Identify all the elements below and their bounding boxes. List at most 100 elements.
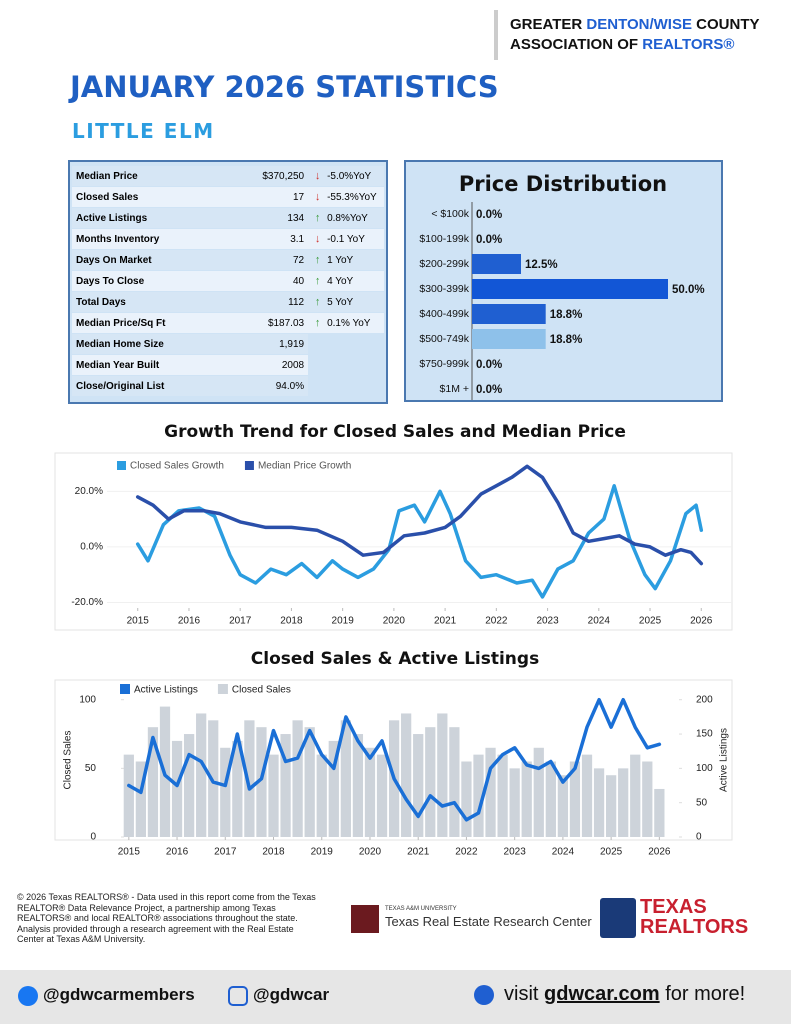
bar bbox=[472, 254, 521, 274]
empty-cell bbox=[308, 376, 328, 396]
bar bbox=[232, 740, 243, 837]
legend-swatch bbox=[217, 684, 228, 694]
y-tick-label: $300-399k bbox=[419, 283, 469, 295]
y-tick-label: 20.0% bbox=[75, 486, 103, 497]
logo-line: ASSOCIATION OF REALTORS® bbox=[510, 35, 760, 55]
y-tick-label: $1M + bbox=[440, 383, 469, 395]
bar bbox=[364, 747, 376, 837]
value-label: 50.0% bbox=[672, 284, 705, 296]
logo-text: DENTON/WISE bbox=[586, 16, 692, 33]
instagram-icon bbox=[228, 986, 248, 1006]
stat-yoy: -0.1 YoY bbox=[327, 229, 384, 249]
bar bbox=[472, 304, 546, 324]
stat-yoy: 0.8%YoY bbox=[327, 208, 384, 228]
x-tick-label: 2020 bbox=[359, 847, 382, 858]
stats-row: Median Home Size 1,919 bbox=[72, 334, 384, 354]
y-axis-title: Closed Sales bbox=[63, 731, 74, 790]
y2-tick-label: 150 bbox=[696, 729, 713, 740]
stats-row: Total Days 112 ↑ 5 YoY bbox=[72, 292, 384, 312]
stat-value: 112 bbox=[225, 292, 309, 312]
bar bbox=[135, 761, 147, 837]
bar bbox=[473, 754, 484, 837]
x-tick-label: 2016 bbox=[166, 847, 189, 858]
x-tick-label: 2019 bbox=[332, 616, 355, 627]
bar bbox=[376, 754, 388, 837]
bar bbox=[593, 768, 605, 837]
tamu-text: TEXAS A&M UNIVERSITY bbox=[385, 906, 457, 912]
x-tick-label: 2017 bbox=[214, 847, 237, 858]
y-tick-label: -20.0% bbox=[71, 597, 103, 608]
series-line bbox=[135, 484, 704, 599]
bar bbox=[123, 754, 134, 837]
chart-title: Growth Trend for Closed Sales and Median… bbox=[164, 422, 626, 442]
bar bbox=[147, 727, 159, 837]
trend-arrow: ↓ bbox=[308, 187, 328, 207]
logo-text: REALTORS® bbox=[642, 36, 735, 53]
stats-row: Days To Close 40 ↑ 4 YoY bbox=[72, 271, 384, 291]
stat-label: Closed Sales bbox=[72, 187, 226, 207]
bar bbox=[171, 740, 183, 837]
bar bbox=[413, 734, 424, 837]
value-label: 18.8% bbox=[550, 334, 583, 346]
x-tick-label: 2015 bbox=[118, 847, 141, 858]
trend-arrow: ↑ bbox=[308, 250, 328, 270]
bar bbox=[437, 713, 448, 837]
trend-arrow: ↑ bbox=[308, 271, 328, 291]
y-tick-label: 0.0% bbox=[80, 542, 103, 553]
bar bbox=[545, 761, 556, 837]
tr-logo: TEXAS REALTORS bbox=[640, 897, 748, 937]
bar bbox=[569, 761, 581, 837]
value-label: 12.5% bbox=[525, 259, 558, 271]
stat-value: $187.03 bbox=[225, 313, 309, 333]
stat-value: 2008 bbox=[225, 355, 309, 375]
logo-text: ASSOCIATION OF bbox=[510, 36, 639, 53]
stat-label: Days On Market bbox=[72, 250, 226, 270]
stats-row: Active Listings 134 ↑ 0.8%YoY bbox=[72, 208, 384, 228]
logo-text: COUNTY bbox=[696, 16, 760, 33]
value-label: 0.0% bbox=[476, 234, 502, 246]
website-link[interactable]: gdwcar.com bbox=[544, 983, 660, 1005]
y-tick-label: < $100k bbox=[431, 208, 469, 220]
x-tick-label: 2026 bbox=[690, 616, 713, 627]
bar bbox=[497, 754, 508, 837]
x-tick-label: 2023 bbox=[504, 847, 527, 858]
x-tick-label: 2023 bbox=[536, 616, 559, 627]
bar bbox=[352, 734, 364, 837]
bar bbox=[425, 727, 436, 837]
tr-icon bbox=[600, 898, 636, 938]
web-icon bbox=[474, 985, 494, 1005]
bar bbox=[304, 727, 315, 837]
y-tick-label: $750-999k bbox=[419, 358, 469, 370]
y2-tick-label: 50 bbox=[696, 797, 708, 808]
y-tick-label: 50 bbox=[85, 763, 97, 774]
y2-axis-title: Active Listings bbox=[719, 728, 730, 792]
chart-title: Closed Sales & Active Listings bbox=[251, 649, 539, 669]
bar bbox=[472, 279, 668, 299]
stat-label: Months Inventory bbox=[72, 229, 226, 249]
bar bbox=[268, 754, 279, 837]
legend-swatch bbox=[117, 461, 126, 470]
legend-label: Closed Sales Growth bbox=[130, 461, 224, 472]
stat-label: Median Year Built bbox=[72, 355, 226, 375]
empty-cell bbox=[327, 376, 384, 396]
tamu-icon bbox=[351, 905, 379, 933]
series-line bbox=[135, 464, 704, 566]
facebook-handle[interactable]: @gdwcarmembers bbox=[43, 985, 195, 1004]
x-tick-label: 2019 bbox=[311, 847, 334, 858]
trend-arrow: ↓ bbox=[308, 166, 328, 186]
bar bbox=[183, 734, 195, 837]
stats-row: Median Year Built 2008 bbox=[72, 355, 384, 375]
instagram-handle[interactable]: @gdwcar bbox=[253, 985, 330, 1004]
y-tick-label: $500-749k bbox=[419, 333, 469, 345]
bar bbox=[449, 727, 460, 837]
stat-yoy: 1 YoY bbox=[327, 250, 384, 270]
value-label: 0.0% bbox=[476, 384, 502, 396]
legend-label: Closed Sales bbox=[232, 685, 291, 696]
bar bbox=[521, 761, 532, 837]
bar bbox=[509, 768, 520, 837]
bar bbox=[256, 727, 267, 837]
legend-swatch bbox=[120, 684, 130, 694]
x-tick-label: 2015 bbox=[127, 616, 150, 627]
footer-band bbox=[0, 970, 791, 1024]
bar bbox=[280, 734, 291, 837]
